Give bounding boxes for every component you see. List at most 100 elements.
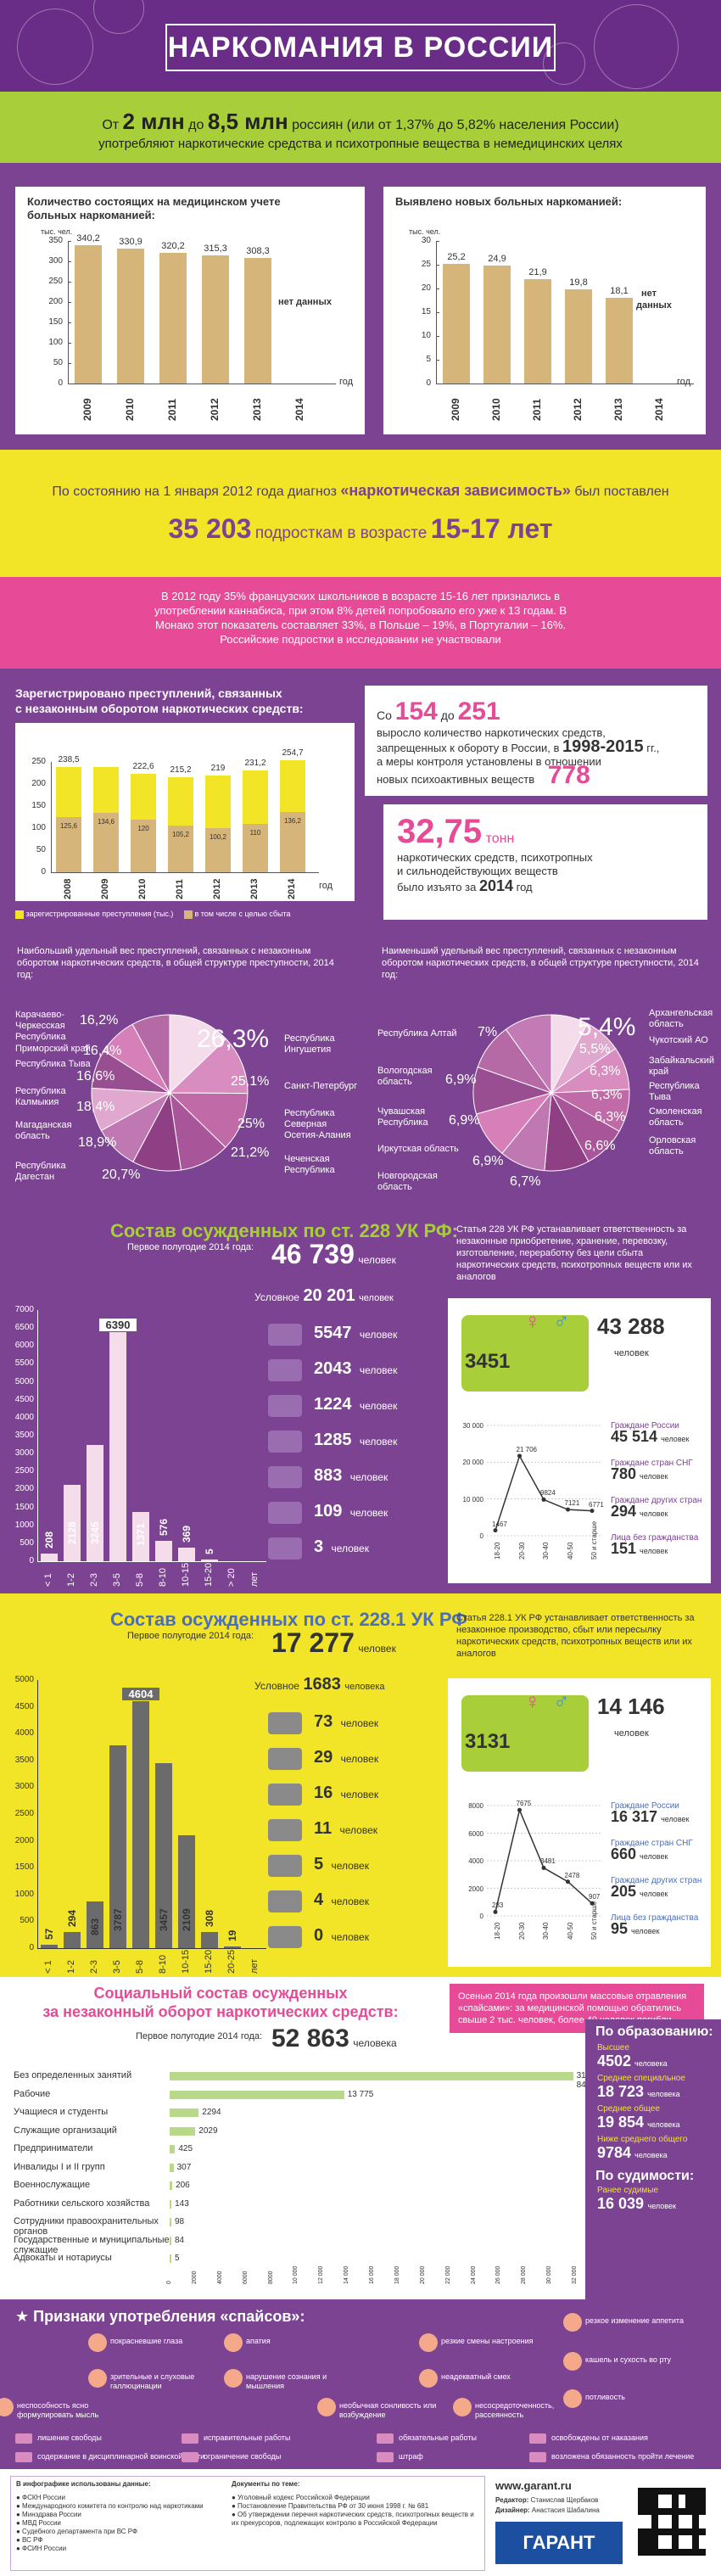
art2281-info: Статья 228.1 УК РФ устанавливает ответст…: [456, 1613, 695, 1659]
term-unit: человек: [328, 1931, 369, 1943]
x-tick-label: 30 000: [546, 2265, 553, 2284]
y-tick-mark: [436, 336, 439, 337]
legend-icon: [15, 2433, 32, 2444]
citizenship-value: 660: [611, 1845, 637, 1862]
registered-chart: тыс. чел. 0 50 100 150 200 250 300 350 340,2 2009 3…: [15, 187, 365, 434]
edu-unit: человека: [634, 2151, 668, 2159]
social-bar: [170, 2090, 344, 2099]
age-cat-label: 18-20: [494, 1922, 501, 1940]
bar: [64, 1485, 81, 1561]
x-tick-label: 2009: [81, 398, 93, 421]
face-icon: [224, 2369, 243, 2388]
banned-substances-panel: Со 154 до 251 выросло количество наркоти…: [365, 686, 707, 796]
x-tick-label: 32 000: [572, 2265, 578, 2284]
term-unit: человек: [328, 1860, 369, 1872]
bar-value-label: 320,2: [161, 241, 185, 252]
term-row: 1224 человек: [314, 1395, 397, 1414]
qr-cell: [645, 2535, 651, 2542]
pie-value-label: 6,3%: [590, 1064, 621, 1078]
age-point: [517, 1453, 522, 1459]
pie-category-label: Орловская область: [649, 1135, 696, 1156]
citizenship-228: Граждане России 45 514 человек Граждане стр…: [609, 1400, 711, 1578]
age-cat-label: 40-50: [566, 1922, 574, 1940]
social-bar: [170, 2236, 171, 2245]
pie-category-label: Чувашская Республика: [377, 1106, 428, 1128]
bar: [75, 244, 102, 384]
qr-cell: [638, 2528, 645, 2535]
term-value: 2043: [314, 1359, 352, 1378]
gender-bg: [461, 1315, 589, 1392]
qr-cell: [651, 2488, 658, 2495]
qr-cell: [679, 2508, 685, 2515]
convicts-228-total: 46 739 человек: [271, 1239, 396, 1270]
crimes-section: Зарегистрировано преступлений, связанных…: [0, 669, 721, 932]
social-chart: Без определенных занятий 31 840 Рабочие 13 …: [0, 1977, 590, 2299]
registered-title-line1: Количество состоящих на медицинском учет…: [27, 195, 281, 208]
term-unit: человек: [338, 1789, 379, 1800]
sign-label: резкое изменение аппетита: [585, 2316, 684, 2325]
social-value-label: 307: [176, 2162, 192, 2172]
age-cat-label: 30-40: [542, 1542, 550, 1560]
y-tick-label: 350: [48, 236, 63, 245]
edu-label: Высшее: [597, 2043, 630, 2052]
gender-unit: человек: [614, 1728, 649, 1739]
citizenship-label: Граждане России: [611, 1801, 679, 1811]
pie-value-label: 18,4%: [76, 1100, 115, 1114]
qr-cell: [651, 2549, 658, 2556]
qr-cell: [692, 2549, 699, 2556]
term-row: 16 человек: [314, 1784, 378, 1803]
y-tick-label: 50: [36, 845, 46, 854]
convicts-228-terms: 5547 человек 2043 человек 1224 человек 1285…: [0, 1205, 441, 1593]
pie-value-label: 6,3%: [595, 1110, 626, 1124]
face-icon: [453, 2398, 472, 2416]
qr-cell: [672, 2542, 679, 2549]
crimes-title-line2: с незаконным оборотом наркотических сред…: [15, 702, 304, 715]
term-row: 5 человек: [314, 1855, 369, 1874]
ban-new: 778: [547, 761, 590, 789]
legend-icon: [529, 2433, 546, 2444]
term-unit: человек: [338, 1717, 379, 1729]
x-tick-label: 6000: [242, 2271, 249, 2284]
bar: [606, 297, 633, 384]
legend-label: освобождены от наказания: [551, 2433, 648, 2442]
social-category-label: Работники сельского хозяйства: [14, 2198, 150, 2209]
bar: [117, 249, 144, 384]
y-tick-label: 0: [479, 1532, 483, 1540]
age-line-228: 0 10 000 20 000 30 000 1467 18-20 21 706 20-30 9…: [448, 1400, 609, 1578]
seized-year-suffix: год: [516, 881, 533, 893]
edu-label: Ниже среднего общего: [597, 2135, 688, 2144]
qr-cell: [658, 2528, 665, 2535]
pie-value-label: 16,6%: [76, 1069, 115, 1084]
social-value-label: 5: [175, 2254, 180, 2263]
qr-cell: [658, 2549, 665, 2556]
x-tick-label: 2010: [137, 878, 148, 899]
x-axis: [37, 1948, 266, 1949]
age-value-label: 2478: [564, 1871, 580, 1879]
social-category-label: Служащие организаций: [14, 2125, 117, 2136]
bar: [524, 279, 551, 384]
convicts-2281-conditional: Условное 1683 человека: [254, 1675, 385, 1694]
qr-cell: [638, 2501, 645, 2508]
y-tick-mark: [68, 322, 71, 323]
diag-mid: подросткам в возрасте: [254, 524, 428, 542]
education-panel: По образованию: Высшее 4502 человека Средне…: [585, 2019, 721, 2299]
seized-panel: 32,75 тонн наркотических средств, психот…: [383, 804, 707, 920]
term-person-icon: [268, 1855, 302, 1877]
y-tick-label: 0: [41, 867, 46, 876]
age-value-label: 7121: [564, 1499, 580, 1508]
bar: [132, 1512, 149, 1561]
qr-cell: [679, 2528, 685, 2535]
bar-value-label: 18,1: [610, 285, 629, 296]
bar-value-label: 215,2: [170, 765, 192, 776]
y-tick-label: 2000: [468, 1884, 483, 1893]
x-tick-label: 28 000: [521, 2265, 528, 2284]
site-link[interactable]: www.garant.ru: [495, 2479, 572, 2492]
qr-cell: [645, 2508, 651, 2515]
term-value: 1224: [314, 1395, 352, 1414]
bar-inner-label: 105,2: [171, 831, 190, 839]
crimes-title: Зарегистрировано преступлений, связанных…: [15, 686, 338, 716]
ban-from: 154: [394, 697, 438, 725]
x-tick-label: 26 000: [495, 2265, 502, 2284]
term-row: 73 человек: [314, 1712, 378, 1732]
y-tick-label: 0: [29, 1943, 34, 1952]
